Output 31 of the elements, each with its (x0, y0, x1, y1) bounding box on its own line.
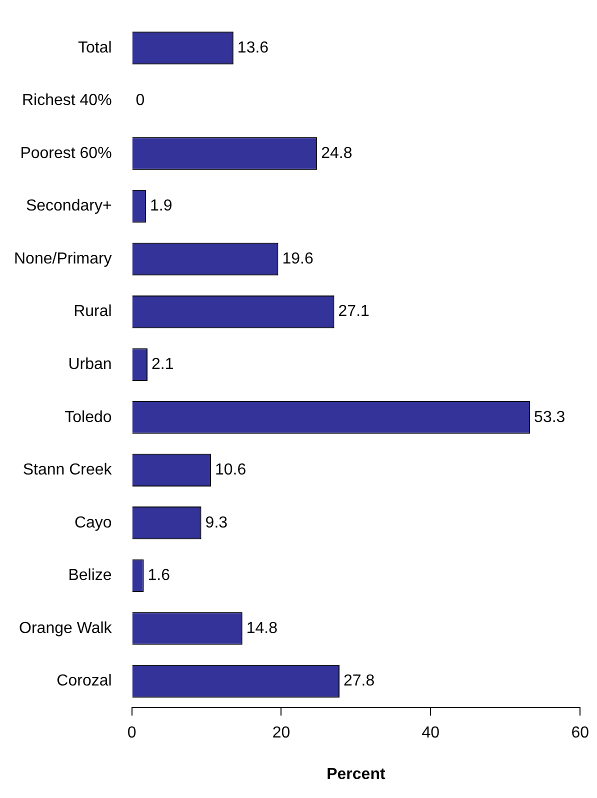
x-tick-label: 60 (571, 724, 590, 742)
data-label: 0 (136, 92, 145, 110)
data-label: 19.6 (282, 250, 314, 268)
y-tick-label: Cayo (74, 514, 112, 532)
x-tick-label: 20 (272, 724, 290, 742)
data-label: 13.6 (237, 39, 269, 56)
data-label: 24.8 (321, 144, 352, 162)
y-tick-label: Toledo (64, 408, 112, 426)
data-label: 9.3 (205, 514, 228, 532)
x-tick-label: 0 (127, 724, 136, 742)
data-label: 27.8 (344, 672, 375, 690)
y-tick-label: None/Primary (14, 250, 112, 268)
data-label: 27.1 (338, 303, 370, 320)
data-label: 53.3 (534, 408, 566, 426)
y-tick-label: Corozal (56, 672, 112, 690)
y-tick-label: Orange Walk (19, 620, 113, 637)
y-tick-label: Rural (74, 303, 112, 320)
y-tick-label: Richest 40% (22, 92, 112, 110)
y-tick-label: Belize (68, 567, 112, 584)
y-tick-label: Poorest 60% (20, 144, 112, 162)
data-label: 1.6 (148, 567, 170, 584)
y-tick-label: Total (78, 39, 112, 56)
y-tick-label: Stann Creek (22, 462, 113, 479)
data-label: 14.8 (246, 620, 278, 637)
data-label: 2.1 (151, 356, 174, 374)
data-label: 10.6 (215, 462, 246, 479)
x-axis-title: Percent (326, 766, 386, 783)
y-tick-label: Urban (68, 356, 112, 374)
y-tick-label: Secondary+ (26, 198, 112, 215)
x-tick-label: 40 (422, 724, 440, 742)
data-label: 1.9 (150, 198, 172, 215)
